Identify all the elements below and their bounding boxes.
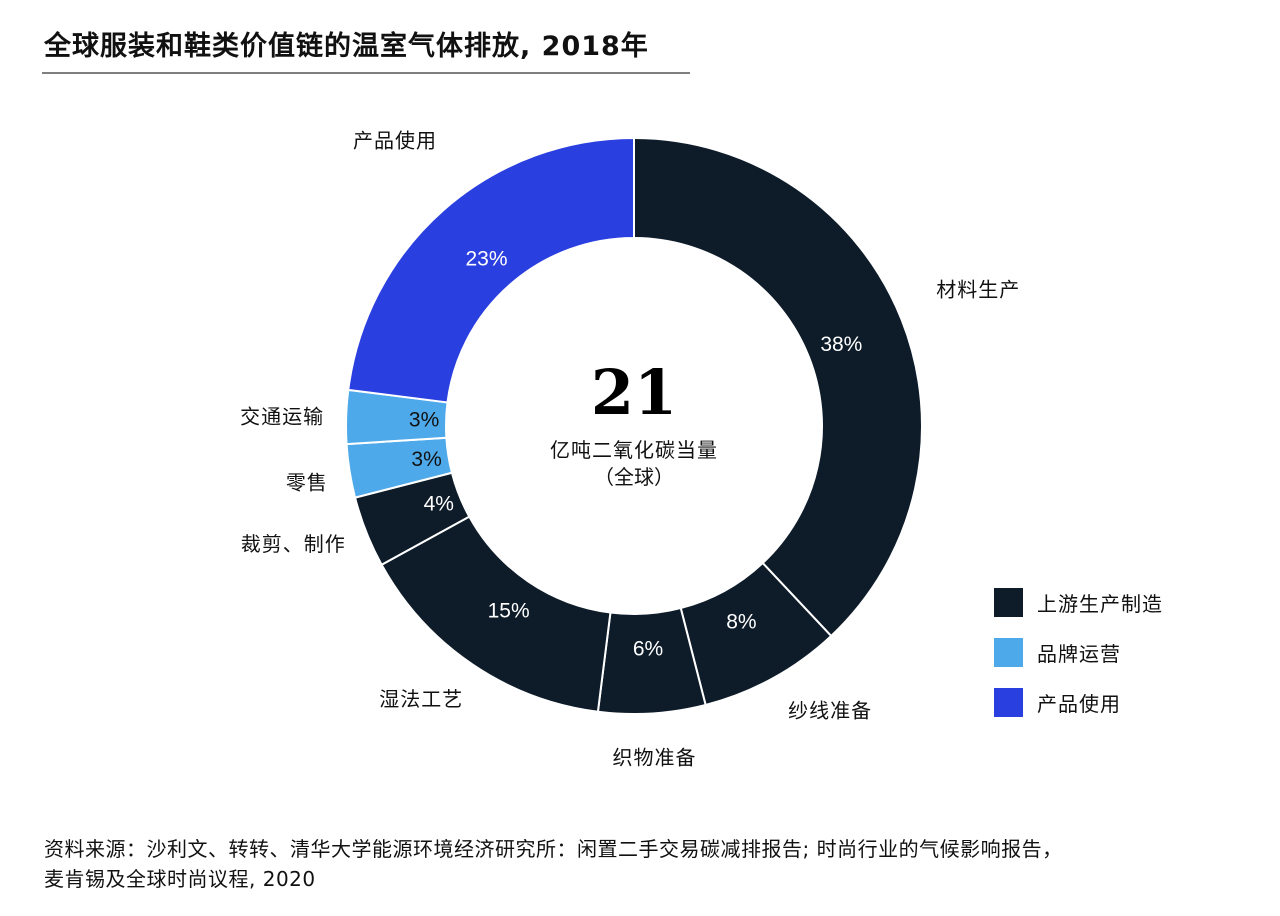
- slice-value-label-4: 15%: [488, 599, 530, 622]
- source-line-1: 资料来源：沙利文、转转、清华大学能源环境经济研究所：闲置二手交易碳减排报告; 时…: [44, 837, 1063, 861]
- center-total-value: 21: [591, 356, 677, 429]
- slice-value-label-5: 4%: [424, 492, 454, 515]
- center-unit-label: 亿吨二氧化碳当量: [550, 438, 718, 462]
- slice-value-label-7: 3%: [409, 408, 439, 431]
- legend-swatch-product-use: [994, 687, 1023, 717]
- slice-value-label-3: 6%: [633, 638, 663, 661]
- slice-category-label-1: 材料生产: [936, 278, 1020, 302]
- slice-category-label-6: 零售: [286, 470, 328, 494]
- legend-label-upstream: 上游生产制造: [1037, 591, 1163, 616]
- legend-swatch-brand: [994, 637, 1023, 667]
- source-note: 资料来源：沙利文、转转、清华大学能源环境经济研究所：闲置二手交易碳减排报告; 时…: [44, 834, 1264, 894]
- slice-category-label-4: 湿法工艺: [379, 687, 463, 711]
- legend-item-product-use: 产品使用: [994, 686, 1163, 718]
- slice-category-label-7: 交通运输: [240, 404, 324, 428]
- legend-swatch-upstream: [994, 587, 1023, 617]
- legend-label-product-use: 产品使用: [1037, 691, 1121, 716]
- slice-category-label-2: 纱线准备: [788, 698, 872, 722]
- center-scope-label: （全球）: [594, 465, 674, 489]
- donut-slice-8: [347, 136, 635, 404]
- slice-value-label-8: 23%: [466, 248, 508, 271]
- chart-legend: 上游生产制造 品牌运营 产品使用: [994, 586, 1163, 736]
- slice-value-label-6: 3%: [411, 448, 441, 471]
- chart-title: 全球服装和鞋类价值链的温室气体排放, 2018年: [44, 31, 649, 62]
- slice-value-label-1: 38%: [820, 333, 862, 356]
- title-divider: [42, 72, 690, 74]
- donut-slice-1: [633, 136, 923, 638]
- legend-item-brand: 品牌运营: [994, 636, 1163, 668]
- slice-category-label-8: 产品使用: [353, 128, 437, 152]
- donut-slices: [345, 136, 923, 715]
- legend-label-brand: 品牌运营: [1037, 641, 1121, 666]
- slice-value-label-2: 8%: [726, 610, 756, 633]
- slice-value-labels: 38% 8% 6% 15% 4% 3% 3% 23%: [409, 248, 862, 661]
- slice-category-label-5: 裁剪、制作: [241, 532, 346, 556]
- legend-item-upstream: 上游生产制造: [994, 586, 1163, 618]
- slice-category-label-3: 织物准备: [612, 745, 696, 769]
- source-line-2: 麦肯锡及全球时尚议程, 2020: [44, 867, 316, 891]
